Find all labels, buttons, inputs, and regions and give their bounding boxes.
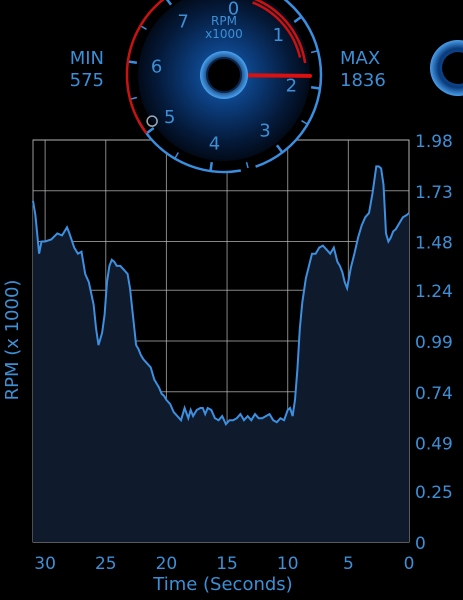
gauge-tick xyxy=(128,60,138,64)
x-tick-label: 10 xyxy=(277,554,299,574)
y-tick-label: 1.24 xyxy=(415,282,453,302)
x-tick-label: 15 xyxy=(216,554,238,574)
y-tick-label: 0.99 xyxy=(415,333,453,353)
gauge-scale-label: 0 xyxy=(228,0,239,20)
max-readout: MAX 1836 xyxy=(340,48,396,92)
y-tick-label: 0.49 xyxy=(415,435,453,455)
min-marker-icon xyxy=(146,115,158,127)
gauge-tick xyxy=(130,96,138,100)
rpm-area-fill xyxy=(33,166,409,542)
x-axis-label: Time (Seconds) xyxy=(152,574,292,595)
gauge-scale-label: 7 xyxy=(177,12,188,33)
side-knob-icon[interactable] xyxy=(430,40,463,96)
x-tick-label: 20 xyxy=(156,554,178,574)
gauge-tick xyxy=(209,161,213,171)
gauge-tick xyxy=(146,126,155,134)
gauge-scale-label: 1 xyxy=(273,25,284,46)
x-tick-label: 0 xyxy=(404,554,415,574)
x-tick-label: 5 xyxy=(343,554,354,574)
min-label: MIN xyxy=(69,48,104,69)
max-value: 1836 xyxy=(340,70,386,91)
gauge-subtitle: x1000 xyxy=(205,27,243,41)
gauge-ticks xyxy=(128,0,320,171)
gauge-tick xyxy=(301,120,308,125)
x-axis-ticks: 30 25 20 15 10 5 0 xyxy=(34,554,414,574)
gauge-tick xyxy=(293,16,302,24)
gauge-scale-labels: 0 1 2 3 4 5 6 7 xyxy=(151,0,297,154)
gauge-tick xyxy=(275,144,283,153)
y-tick-label: 1.48 xyxy=(415,234,453,254)
gauge-scale-label: 3 xyxy=(259,120,270,141)
gauge-tick xyxy=(165,0,173,6)
gauge-scale-label: 4 xyxy=(209,133,220,154)
gauge-scale-label: 6 xyxy=(151,57,162,78)
y-tick-label: 1.73 xyxy=(415,183,453,203)
y-tick-label: 0 xyxy=(415,534,426,554)
gauge-title: RPM xyxy=(211,14,237,28)
min-readout: MIN 575 xyxy=(62,48,104,92)
rpm-series-line xyxy=(32,165,410,427)
y-tick-label: 0.25 xyxy=(415,483,453,503)
gauge-tick xyxy=(310,50,318,54)
gauge-min-arc xyxy=(125,0,165,135)
gauge-tick xyxy=(174,152,179,159)
gauge-tick xyxy=(245,161,249,169)
y-tick-label: 0.74 xyxy=(415,384,453,404)
max-label: MAX xyxy=(340,48,381,69)
gauge-needle xyxy=(241,73,312,78)
gauge-tick xyxy=(310,86,320,90)
x-tick-label: 25 xyxy=(95,554,117,574)
gauge-max-arc xyxy=(252,0,307,64)
gauge-scale-label: 2 xyxy=(286,75,297,96)
y-tick-label: 1.98 xyxy=(415,132,453,152)
y-axis-label: RPM (x 1000) xyxy=(2,280,23,401)
y-axis-ticks: 1.98 1.73 1.48 1.24 0.99 0.74 0.49 0.25 0 xyxy=(415,132,453,554)
gauge-hub-center xyxy=(206,57,242,93)
rpm-gauge: 0 1 2 3 4 5 6 7 RPM x1000 xyxy=(125,0,323,174)
x-tick-label: 30 xyxy=(34,554,56,574)
min-value: 575 xyxy=(69,70,104,91)
gauge-tick xyxy=(140,25,147,30)
gauge-scale-label: 5 xyxy=(164,107,175,128)
rpm-history-chart: 1.98 1.73 1.48 1.24 0.99 0.74 0.49 0.25 0 30 25 20… xyxy=(2,132,453,595)
